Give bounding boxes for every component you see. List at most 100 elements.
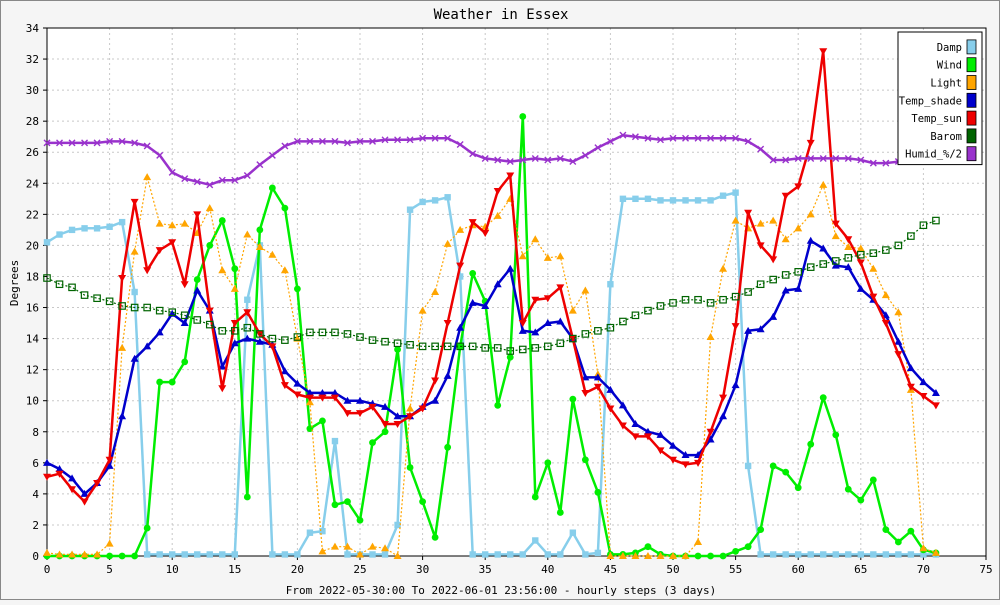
data-point (180, 281, 189, 289)
data-point (769, 312, 778, 320)
data-point (781, 192, 790, 200)
axes: 0 5 10 15 20 25 30 35 40 45 50 55 60 65 70 750246810121… (26, 22, 993, 576)
data-point (656, 430, 665, 438)
data-point (744, 137, 752, 145)
data-point (456, 273, 464, 280)
x-tick-label: 55 (729, 563, 742, 576)
data-point (794, 154, 802, 162)
data-point (456, 323, 465, 331)
series-temp-sun (43, 48, 940, 506)
data-point (443, 320, 452, 328)
data-point (669, 134, 677, 142)
data-point (819, 48, 828, 56)
data-point (418, 405, 427, 413)
data-point (394, 521, 401, 529)
y-tick-label: 14 (26, 333, 40, 346)
data-point (243, 230, 252, 238)
data-point (907, 527, 915, 535)
x-tick-label: 45 (604, 563, 617, 576)
data-point (781, 271, 790, 279)
data-point (831, 220, 840, 228)
data-point (468, 219, 477, 227)
legend-label: Damp (937, 42, 962, 54)
data-point (656, 136, 664, 144)
data-point (569, 529, 577, 536)
data-point (469, 551, 476, 558)
data-point (293, 137, 301, 145)
data-point (732, 547, 739, 555)
data-point (932, 216, 940, 225)
data-point (756, 280, 765, 289)
data-point (256, 161, 264, 169)
data-point (318, 394, 327, 402)
data-point (806, 263, 815, 271)
data-point (431, 134, 439, 142)
data-point (344, 551, 351, 558)
data-point (832, 551, 839, 558)
data-point (218, 362, 227, 370)
data-point (406, 464, 414, 471)
data-point (507, 551, 514, 558)
data-point (269, 551, 276, 558)
data-point (518, 252, 527, 260)
data-point (844, 154, 852, 162)
data-point (243, 323, 252, 332)
x-tick-label: 65 (854, 563, 867, 576)
data-point (93, 225, 101, 232)
data-point (293, 379, 302, 387)
data-point (169, 551, 176, 558)
data-point (305, 388, 314, 396)
data-point (643, 552, 652, 559)
y-tick-label: 20 (26, 239, 39, 252)
data-point (795, 551, 802, 558)
data-point (43, 458, 51, 466)
data-point (819, 244, 828, 252)
data-point (519, 113, 527, 120)
data-point (93, 550, 102, 558)
data-point (68, 283, 76, 292)
data-point (568, 306, 577, 314)
data-point (43, 548, 51, 556)
y-axis-label: Degrees (8, 260, 21, 306)
data-point (306, 328, 314, 337)
data-point (543, 319, 552, 327)
data-point (218, 385, 227, 393)
data-point (56, 231, 63, 238)
data-point (807, 551, 814, 558)
data-point (719, 192, 727, 199)
data-point (532, 537, 539, 544)
data-point (143, 551, 151, 558)
data-point (106, 223, 113, 230)
data-point (293, 333, 302, 341)
data-point (857, 156, 865, 164)
y-tick-label: 4 (32, 488, 39, 501)
data-point (619, 317, 627, 326)
data-point (543, 342, 552, 351)
series-group (43, 48, 940, 560)
chart-title: Weather in Essex (434, 7, 569, 23)
data-point (143, 303, 151, 312)
data-point (431, 377, 440, 385)
data-point (782, 468, 790, 476)
data-point (882, 246, 890, 254)
data-point (468, 298, 477, 306)
data-point (882, 159, 890, 167)
data-point (856, 259, 865, 267)
data-point (606, 405, 615, 413)
data-point (569, 395, 577, 403)
data-point (919, 221, 928, 230)
data-point (231, 176, 239, 184)
data-point (205, 204, 214, 212)
data-point (419, 498, 426, 506)
x-tick-label: 35 (479, 563, 492, 576)
data-point (168, 168, 176, 176)
data-point (669, 299, 677, 307)
data-point (143, 267, 152, 275)
data-point (493, 211, 502, 219)
data-point (606, 323, 615, 332)
data-point (819, 260, 828, 268)
data-point (319, 527, 326, 535)
data-point (744, 326, 753, 334)
data-point (243, 309, 252, 317)
data-point (456, 262, 465, 270)
